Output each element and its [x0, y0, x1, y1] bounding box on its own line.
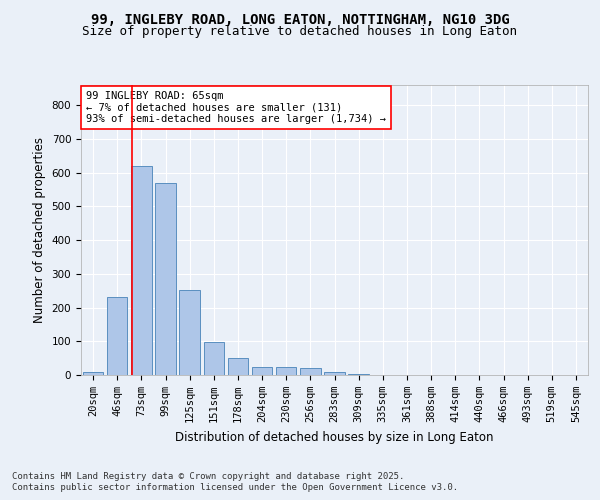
Bar: [349, 374, 369, 375]
Text: Contains HM Land Registry data © Crown copyright and database right 2025.: Contains HM Land Registry data © Crown c…: [12, 472, 404, 481]
Y-axis label: Number of detached properties: Number of detached properties: [33, 137, 46, 323]
Bar: [300, 368, 320, 375]
Bar: [252, 367, 272, 375]
Text: Contains public sector information licensed under the Open Government Licence v3: Contains public sector information licen…: [12, 484, 458, 492]
Bar: [155, 184, 176, 375]
Text: Size of property relative to detached houses in Long Eaton: Size of property relative to detached ho…: [83, 25, 517, 38]
Text: 99, INGLEBY ROAD, LONG EATON, NOTTINGHAM, NG10 3DG: 99, INGLEBY ROAD, LONG EATON, NOTTINGHAM…: [91, 12, 509, 26]
X-axis label: Distribution of detached houses by size in Long Eaton: Distribution of detached houses by size …: [175, 430, 494, 444]
Bar: [131, 166, 152, 375]
Bar: [179, 290, 200, 375]
Bar: [227, 358, 248, 375]
Bar: [83, 372, 103, 375]
Text: 99 INGLEBY ROAD: 65sqm
← 7% of detached houses are smaller (131)
93% of semi-det: 99 INGLEBY ROAD: 65sqm ← 7% of detached …: [86, 91, 386, 124]
Bar: [276, 367, 296, 375]
Bar: [107, 297, 127, 375]
Bar: [324, 372, 345, 375]
Bar: [203, 342, 224, 375]
